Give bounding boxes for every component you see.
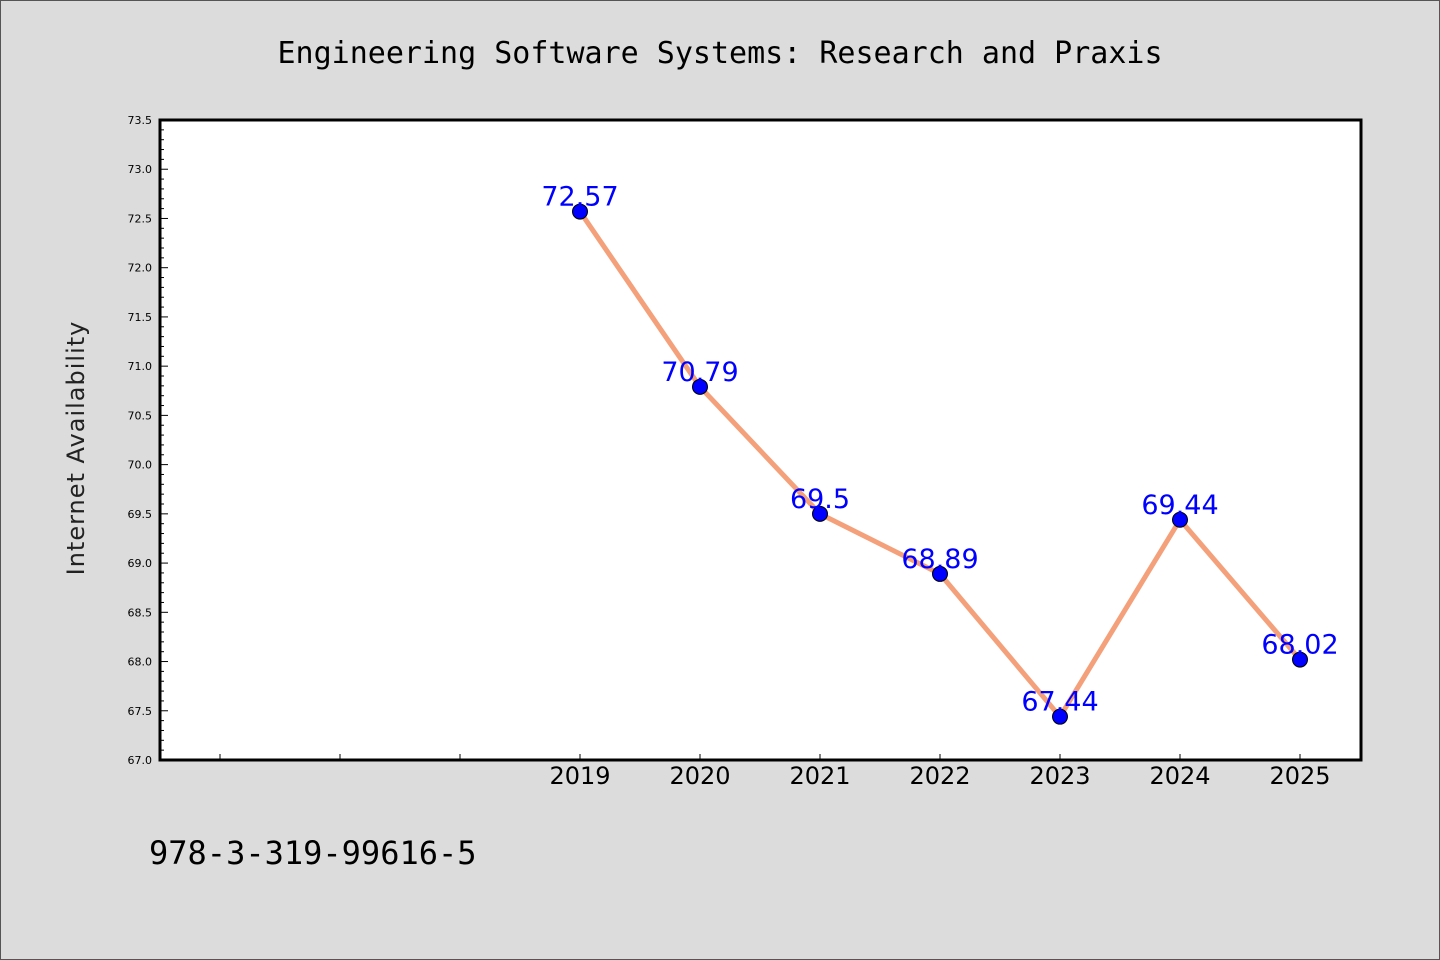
- y-tick-label: 72.0: [128, 262, 153, 275]
- x-tick-label: 2023: [1029, 762, 1090, 790]
- y-axis-label: Internet Availability: [62, 321, 90, 576]
- data-point: [692, 378, 708, 395]
- data-point: [812, 505, 828, 522]
- data-point: [932, 565, 948, 582]
- data-label: 70.79: [661, 357, 738, 388]
- y-tick-label: 73.0: [128, 163, 153, 176]
- x-tick-label: 2020: [669, 762, 730, 790]
- y-tick-label: 73.5: [128, 114, 153, 127]
- y-tick-label: 70.0: [128, 459, 153, 472]
- data-labels: 72.57 70.79 69.5 68.89 67.44 69.44 68.02: [541, 182, 1338, 718]
- x-tick-label: 2021: [789, 762, 850, 790]
- data-point: [1172, 511, 1188, 528]
- data-label: 68.89: [901, 544, 978, 575]
- series-line-group: [572, 203, 1308, 725]
- x-tick-label: 2024: [1149, 762, 1210, 790]
- x-tick-label: 2019: [549, 762, 610, 790]
- plot-area: [158, 118, 1363, 762]
- isbn-text: 978-3-319-99616-5: [149, 834, 477, 872]
- data-label: 68.02: [1261, 630, 1338, 661]
- data-point: [1052, 708, 1068, 725]
- y-tick-label: 69.0: [128, 557, 153, 570]
- y-axis: 67.0 67.5 68.0 68.5 69.0 69.5 70.0 70.5 71.0 71.5…: [128, 114, 168, 767]
- data-label: 72.57: [541, 182, 618, 213]
- y-tick-label: 72.5: [128, 212, 153, 225]
- x-tick-label: 2025: [1269, 762, 1330, 790]
- x-tick-label: 2022: [909, 762, 970, 790]
- y-tick-label: 67.0: [128, 754, 153, 767]
- y-tick-label: 68.0: [128, 656, 153, 669]
- y-tick-label: 69.5: [128, 508, 153, 521]
- data-label: 69.44: [1141, 490, 1218, 521]
- data-point: [1292, 651, 1308, 668]
- y-tick-label: 71.0: [128, 360, 153, 373]
- y-tick-label: 71.5: [128, 311, 153, 324]
- y-tick-label: 68.5: [128, 606, 153, 619]
- data-label: 67.44: [1021, 687, 1098, 718]
- x-axis: 2019 2020 2021 2022 2023 2024 2025: [219, 754, 1331, 790]
- data-point: [572, 203, 588, 220]
- data-label: 69.5: [790, 484, 850, 515]
- y-tick-label: 70.5: [128, 409, 153, 422]
- y-tick-label: 67.5: [128, 705, 153, 718]
- chart-title: Engineering Software Systems: Research a…: [277, 36, 1162, 71]
